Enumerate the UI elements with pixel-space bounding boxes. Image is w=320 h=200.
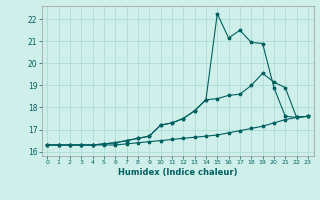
X-axis label: Humidex (Indice chaleur): Humidex (Indice chaleur): [118, 168, 237, 177]
